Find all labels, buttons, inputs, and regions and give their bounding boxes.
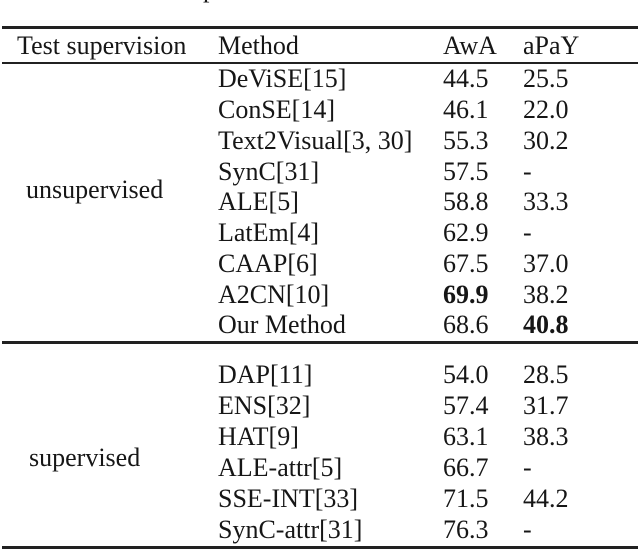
method-cell: SSE-INT[33]	[218, 484, 359, 514]
supervision-label: supervised	[2, 342, 218, 547]
supervision-label: unsupervised	[2, 63, 218, 342]
table-row: SynC-attr[31] 76.3 -	[2, 515, 638, 548]
method-cell: Our Method	[218, 310, 346, 340]
table-row: ALE[5] 58.8 33.3	[2, 187, 638, 218]
awa-cell: 58.8	[443, 187, 489, 217]
awa-cell: 63.1	[443, 422, 489, 452]
method-cell: ALE[5]	[218, 187, 299, 217]
awa-cell: 66.7	[443, 453, 489, 483]
awa-cell: 76.3	[443, 515, 489, 545]
awa-cell: 57.5	[443, 156, 489, 186]
method-cell: ConSE[14]	[218, 95, 335, 125]
table-row: unsupervised DeViSE[15] 44.5 25.5	[2, 63, 638, 203]
col-header-apay: aPaY	[523, 27, 638, 64]
method-cell: Text2Visual[3, 30]	[218, 125, 413, 155]
table-row: ConSE[14] 46.1 22.0	[2, 95, 638, 126]
apay-cell: 44.2	[523, 484, 569, 514]
apay-cell: 33.3	[523, 187, 569, 217]
awa-cell: 46.1	[443, 95, 489, 125]
header-row: Test supervision Method AwA aPaY	[2, 27, 638, 64]
table-row: SynC[31] 57.5 -	[2, 156, 638, 187]
method-cell: HAT[9]	[218, 422, 299, 452]
method-cell: ENS[32]	[218, 391, 311, 421]
results-table: Test supervision Method AwA aPaY unsuper…	[2, 26, 638, 549]
apay-cell: -	[523, 156, 532, 186]
table-header: Test supervision Method AwA aPaY	[2, 27, 638, 64]
method-cell: CAAP[6]	[218, 248, 318, 278]
method-cell: SynC-attr[31]	[218, 515, 363, 545]
awa-cell: 57.4	[443, 391, 489, 421]
supervision-label-text: supervised	[29, 442, 141, 472]
apay-cell: -	[523, 515, 532, 545]
group-unsupervised: unsupervised DeViSE[15] 44.5 25.5 ConSE[…	[2, 63, 638, 343]
awa-cell: 69.9	[443, 279, 489, 309]
apay-cell: 30.2	[523, 125, 569, 155]
awa-cell: 68.6	[443, 310, 489, 340]
apay-cell: -	[523, 453, 532, 483]
apay-cell: 40.8	[523, 310, 569, 340]
awa-cell: 62.9	[443, 218, 489, 248]
table-row: A2CN[10] 69.9 38.2	[2, 279, 638, 310]
table-row: HAT[9] 63.1 38.3	[2, 422, 638, 453]
apay-cell: 38.3	[523, 422, 569, 452]
table-row: ALE-attr[5] 66.7 -	[2, 453, 638, 484]
awa-cell: 54.0	[443, 360, 489, 390]
group-supervised: supervised DAP[11] 54.0 28.5 ENS[32] 57.…	[2, 342, 638, 547]
method-cell: DAP[11]	[218, 360, 313, 390]
table-row: Text2Visual[3, 30] 55.3 30.2	[2, 126, 638, 157]
apay-cell: 37.0	[523, 248, 569, 278]
apay-cell: 25.5	[523, 64, 569, 94]
cropped-caption-descender: p	[199, 0, 221, 4]
awa-cell: 55.3	[443, 125, 489, 155]
table-row: LatEm[4] 62.9 -	[2, 218, 638, 249]
method-cell: SynC[31]	[218, 156, 320, 186]
table-row: CAAP[6] 67.5 37.0	[2, 249, 638, 280]
method-cell: ALE-attr[5]	[218, 453, 343, 483]
method-cell: DeViSE[15]	[218, 64, 347, 94]
method-cell: LatEm[4]	[218, 218, 320, 248]
supervision-label-text: unsupervised	[26, 175, 164, 205]
awa-cell: 71.5	[443, 484, 489, 514]
col-header-awa: AwA	[443, 27, 523, 64]
apay-cell: 38.2	[523, 279, 569, 309]
table-row: Our Method 68.6 40.8	[2, 310, 638, 342]
awa-cell: 44.5	[443, 64, 489, 94]
col-header-test-supervision: Test supervision	[2, 27, 218, 64]
apay-cell: 28.5	[523, 360, 569, 390]
apay-cell: 22.0	[523, 95, 569, 125]
apay-cell: 31.7	[523, 391, 569, 421]
apay-cell: -	[523, 218, 532, 248]
awa-cell: 67.5	[443, 248, 489, 278]
table-row: SSE-INT[33] 71.5 44.2	[2, 484, 638, 515]
caption-letter-fragment: p	[203, 0, 216, 2]
method-cell: A2CN[10]	[218, 279, 330, 309]
col-header-method: Method	[218, 27, 443, 64]
table-row: ENS[32] 57.4 31.7	[2, 391, 638, 422]
table-row: supervised DAP[11] 54.0 28.5	[2, 342, 638, 470]
